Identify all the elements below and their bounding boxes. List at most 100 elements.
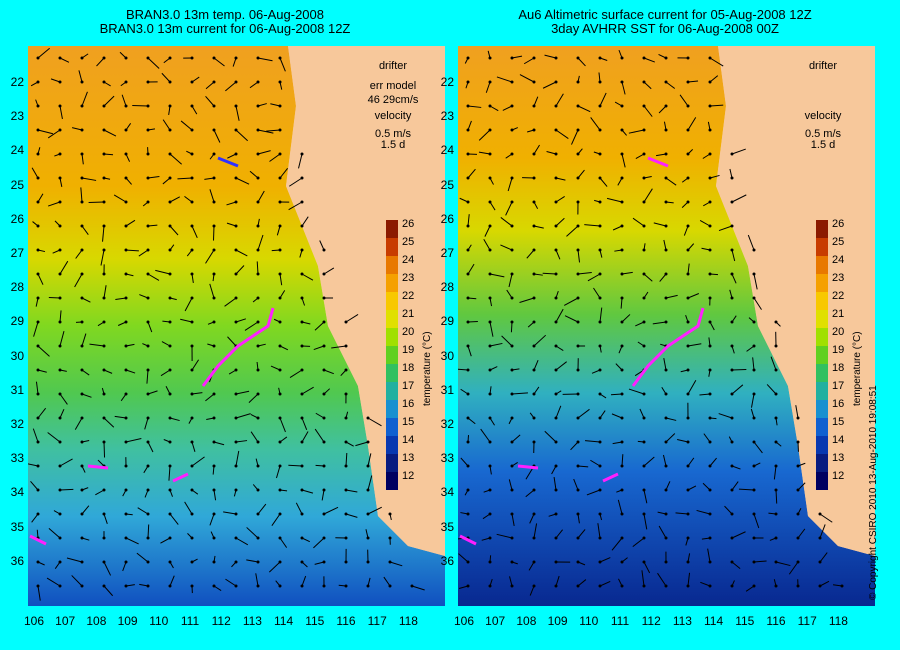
- lon-tick-118: 118: [828, 614, 848, 628]
- velocity-vector-origin: [488, 152, 492, 156]
- colorbar-tick: 24: [402, 254, 415, 266]
- velocity-vector: [279, 417, 286, 433]
- velocity-vector-origin: [124, 224, 128, 228]
- lon-tick-114: 114: [274, 614, 294, 628]
- velocity-vector-origin: [234, 488, 238, 492]
- velocity-vector: [345, 513, 358, 518]
- velocity-vector-origin: [620, 584, 624, 588]
- velocity-vector: [658, 525, 667, 539]
- velocity-vector-origin: [488, 248, 492, 252]
- velocity-vector: [213, 57, 225, 67]
- velocity-vector: [205, 393, 215, 402]
- velocity-vector: [458, 553, 469, 563]
- left-ocean-sst: [28, 46, 445, 606]
- velocity-vector: [81, 505, 90, 515]
- velocity-vector: [209, 283, 215, 299]
- velocity-vector: [209, 513, 215, 526]
- velocity-vector: [529, 585, 535, 596]
- velocity-vector: [483, 238, 491, 251]
- velocity-vector-origin: [620, 368, 624, 372]
- velocity-vector-origin: [146, 536, 150, 540]
- velocity-vector: [257, 234, 264, 251]
- velocity-vector-origin: [124, 152, 128, 156]
- velocity-vector-origin: [234, 80, 238, 84]
- velocity-vector-origin: [58, 128, 62, 132]
- velocity-vector: [496, 76, 513, 83]
- velocity-vector: [718, 413, 733, 419]
- velocity-vector-origin: [80, 224, 84, 228]
- velocity-vector: [489, 273, 505, 278]
- velocity-vector-origin: [212, 440, 216, 444]
- velocity-vector-origin: [190, 512, 194, 516]
- colorbar-tick: 24: [832, 254, 845, 266]
- velocity-vector: [687, 117, 697, 131]
- velocity-vector: [489, 342, 503, 347]
- velocity-vector: [577, 529, 586, 539]
- velocity-vector-origin: [212, 200, 216, 204]
- velocity-vector-origin: [58, 392, 62, 396]
- velocity-vector-origin: [642, 224, 646, 228]
- velocity-vector-origin: [598, 248, 602, 252]
- velocity-vector: [577, 169, 585, 179]
- velocity-vector: [745, 585, 755, 592]
- lon-tick-107: 107: [55, 614, 76, 628]
- velocity-vector: [566, 225, 579, 237]
- velocity-vector: [687, 80, 699, 83]
- velocity-vector: [59, 458, 73, 467]
- velocity-vector-origin: [620, 560, 624, 564]
- velocity-vector: [665, 481, 671, 491]
- velocity-vector: [191, 392, 203, 395]
- velocity-vector-origin: [168, 464, 172, 468]
- velocity-vector-origin: [576, 584, 580, 588]
- velocity-vector: [269, 153, 281, 162]
- velocity-vector: [687, 263, 690, 275]
- velocity-vector-origin: [686, 80, 690, 84]
- velocity-vector-origin: [686, 272, 690, 276]
- velocity-vector-origin: [730, 560, 734, 564]
- velocity-vector: [37, 193, 44, 203]
- velocity-vector-origin: [300, 272, 304, 276]
- velocity-vector: [753, 441, 763, 454]
- velocity-vector: [48, 527, 61, 539]
- velocity-vector-origin: [664, 104, 668, 108]
- velocity-vector: [687, 572, 691, 587]
- velocity-vector: [460, 457, 469, 467]
- velocity-vector-origin: [664, 152, 668, 156]
- velocity-vector: [775, 489, 778, 504]
- velocity-vector-origin: [80, 560, 84, 564]
- velocity-vector-origin: [278, 344, 282, 348]
- lon-tick-108: 108: [86, 614, 107, 628]
- velocity-vector-origin: [576, 560, 580, 564]
- velocity-vector-origin: [466, 176, 470, 180]
- velocity-vector-origin: [58, 224, 62, 228]
- velocity-vector: [295, 502, 303, 515]
- velocity-vector-origin: [410, 584, 414, 588]
- velocity-vector-origin: [256, 200, 260, 204]
- velocity-vector-origin: [300, 512, 304, 516]
- velocity-vector-origin: [168, 176, 172, 180]
- velocity-vector-origin: [510, 296, 514, 300]
- velocity-vector: [50, 78, 61, 83]
- velocity-vector: [288, 464, 303, 467]
- velocity-vector: [819, 552, 828, 563]
- velocity-vector: [467, 120, 472, 131]
- velocity-vector: [731, 249, 736, 262]
- left-velocity-vectors: [28, 47, 425, 601]
- velocity-vector: [544, 430, 557, 443]
- velocity-vector: [665, 417, 677, 421]
- velocity-vector-origin: [466, 272, 470, 276]
- velocity-vector-origin: [620, 512, 624, 516]
- velocity-vector-origin: [322, 368, 326, 372]
- velocity-vector-origin: [124, 416, 128, 420]
- velocity-vector: [489, 105, 499, 112]
- velocity-vector-origin: [532, 344, 536, 348]
- velocity-vector-origin: [300, 200, 304, 204]
- velocity-vector: [323, 369, 334, 375]
- velocity-vector-origin: [598, 320, 602, 324]
- velocity-vector-origin: [146, 56, 150, 60]
- velocity-vector: [323, 506, 339, 515]
- velocity-vector: [675, 512, 689, 515]
- velocity-vector-origin: [168, 248, 172, 252]
- velocity-vector-origin: [256, 368, 260, 372]
- velocity-vector-origin: [278, 584, 282, 588]
